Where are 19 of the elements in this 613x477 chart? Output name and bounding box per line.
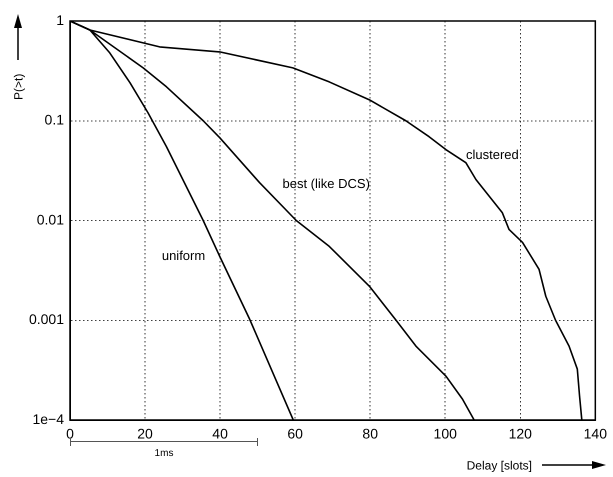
x-tick-label: 100 [434, 425, 458, 442]
series-label: clustered [466, 147, 519, 162]
x-tick-label: 80 [362, 425, 378, 442]
text: 1ms [154, 448, 174, 459]
y-tick-label: 0.01 [36, 211, 64, 228]
y-tick-label: 0.001 [28, 311, 64, 328]
x-tick-label: 60 [287, 425, 304, 442]
y-tick-label: 1e−4 [32, 410, 64, 427]
y-tick-label: 0.1 [44, 112, 64, 128]
series-label: uniform [162, 248, 206, 264]
y-axis-title: P(>t) [11, 74, 26, 100]
x-tick-label: 40 [212, 425, 228, 442]
x-tick-label: 0 [66, 425, 74, 442]
series-label: best (like DCS) [282, 176, 370, 192]
x-axis-title: Delay [slots] [466, 458, 532, 472]
x-tick-label: 120 [508, 425, 532, 442]
x-tick-label: 140 [584, 425, 608, 442]
x-tick-label: 20 [137, 425, 154, 442]
y-tick-label: 1 [56, 12, 64, 28]
